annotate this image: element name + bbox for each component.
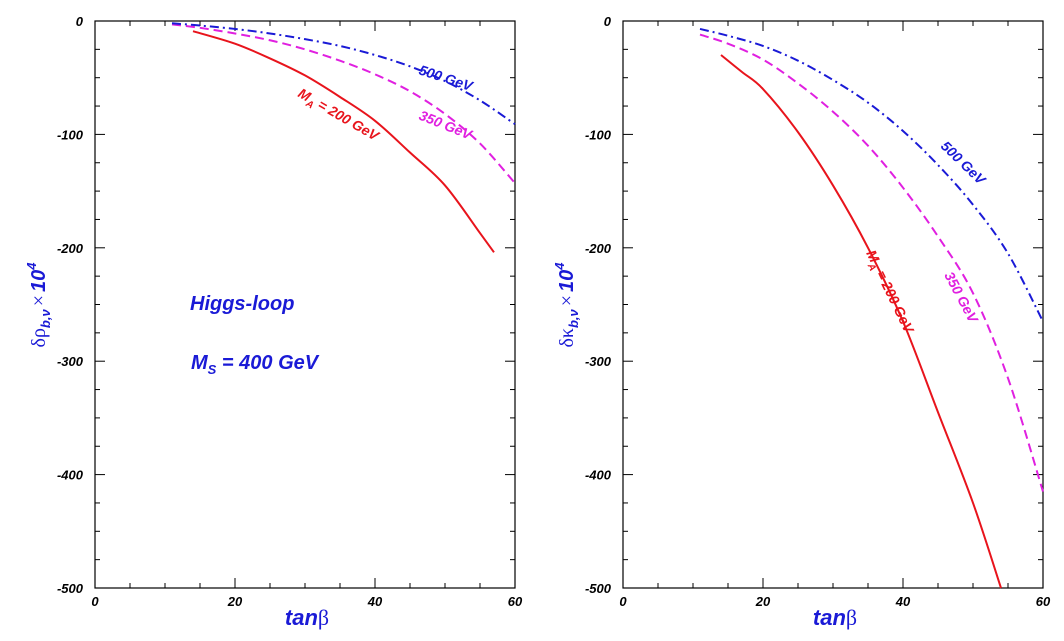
x-tick-label: 20 (755, 594, 771, 609)
x-tick-label: 60 (1036, 594, 1051, 609)
y-tick-label: -200 (57, 241, 84, 256)
left-tick-labels: 0 20 40 60 0 -100 -200 -300 -400 -500 (57, 14, 523, 609)
y-tick-label: -100 (585, 127, 612, 142)
right-ticks (622, 20, 1044, 589)
right-tick-labels: 0 20 40 60 0 -100 -200 -300 -400 -500 (585, 14, 1051, 609)
x-tick-label: 60 (508, 594, 523, 609)
y-tick-label: -300 (57, 354, 84, 369)
left-x-axis-label: tanβ (285, 605, 329, 630)
left-500-gev-label: 500 GeV (417, 62, 476, 95)
right-500-gev-label: 500 GeV (938, 138, 990, 189)
y-tick-label: -500 (57, 581, 84, 596)
x-tick-label: 40 (895, 594, 911, 609)
left-y-axis-label: δρb,ν×104 (24, 262, 53, 348)
y-tick-label: -300 (585, 354, 612, 369)
series-line-350-gev (699, 33, 1044, 492)
x-tick-label: 20 (227, 594, 243, 609)
left-series (171, 22, 516, 253)
right-x-axis-label: tanβ (813, 605, 857, 630)
x-tick-label: 0 (619, 594, 627, 609)
right-series (699, 27, 1044, 589)
y-tick-label: 0 (76, 14, 84, 29)
series-line-350-gev (171, 23, 516, 184)
y-tick-label: -200 (585, 241, 612, 256)
higgs-loop-annotation: Higgs-loop (190, 293, 294, 315)
y-tick-label: -100 (57, 127, 84, 142)
right-y-axis-label: δκb,ν×104 (552, 262, 581, 348)
y-tick-label: 0 (604, 14, 612, 29)
series-line-m-a-200-gev (192, 30, 495, 253)
right-panel: 0 20 40 60 0 -100 -200 -300 -400 -500 tanβ δκb,ν×… (552, 14, 1051, 630)
x-tick-label: 0 (91, 594, 99, 609)
y-tick-label: -500 (585, 581, 612, 596)
right-ma-200-label: MA = 200 GeV (860, 247, 918, 338)
series-line-500-gev (699, 27, 1044, 322)
right-350-gev-label: 350 GeV (941, 269, 982, 327)
y-tick-label: -400 (585, 468, 612, 483)
x-tick-label: 40 (367, 594, 383, 609)
series-line-m-a-200-gev (720, 54, 1002, 589)
y-tick-label: -400 (57, 468, 84, 483)
series-line-500-gev (171, 22, 516, 126)
left-panel: 0 20 40 60 0 -100 -200 -300 -400 -500 tanβ δρb,ν×… (24, 14, 523, 630)
left-350-gev-label: 350 GeV (417, 107, 476, 143)
right-plot-frame (622, 20, 1044, 589)
ms-annotation: MS = 400 GeV (191, 352, 320, 377)
